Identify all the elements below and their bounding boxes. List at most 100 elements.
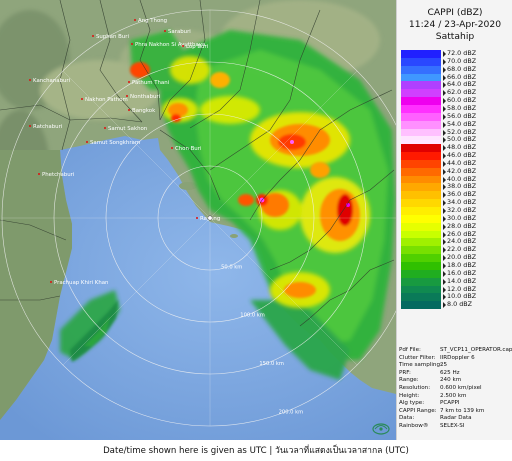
place-marker — [196, 217, 198, 219]
range-ring-labels: 50.0 km 100.0 km 150.0 km 200.0 km — [221, 264, 303, 415]
metadata-row: Rainbow® SELEX-SI — [399, 423, 465, 431]
legend-label: 10.0 dBZ — [447, 292, 477, 301]
legend-arrow-icon — [443, 247, 446, 254]
legend-arrow-icon — [443, 176, 446, 183]
radar-echoes — [60, 30, 395, 380]
legend-swatch — [401, 136, 441, 145]
legend-swatch — [401, 167, 441, 176]
legend-row: 34.0 dBZ — [401, 198, 509, 208]
legend-swatch — [401, 73, 441, 82]
legend-row: 64.0 dBZ — [401, 80, 509, 90]
legend-swatch — [401, 152, 441, 161]
metadata-row: Resolution: 0.600 km/pixel — [399, 385, 482, 393]
legend-row: 10.0 dBZ — [401, 292, 509, 302]
legend-row: 30.0 dBZ — [401, 213, 509, 223]
tmd-logo-icon — [372, 423, 390, 435]
legend-swatch — [401, 238, 441, 247]
metadata-key: Height: — [399, 392, 420, 399]
metadata-row: Height: 2.500 km — [399, 393, 466, 401]
legend-row: 52.0 dBZ — [401, 128, 509, 137]
place-marker — [29, 79, 31, 81]
legend-row: 22.0 dBZ — [401, 245, 509, 255]
legend-label: 72.0 dBZ — [447, 49, 477, 57]
place-marker — [164, 30, 166, 32]
metadata-row: Data: Radar Data — [399, 415, 472, 423]
legend-swatch — [401, 97, 441, 106]
legend-row: 32.0 dBZ — [401, 206, 509, 215]
legend-row: 58.0 dBZ — [401, 103, 509, 113]
legend-label: 22.0 dBZ — [447, 245, 477, 254]
legend-label: 70.0 dBZ — [447, 56, 477, 65]
legend-arrow-icon — [443, 231, 446, 238]
radial-lines — [2, 10, 396, 426]
legend-label: 62.0 dBZ — [447, 88, 477, 97]
metadata-row: PRF: 625 Hz — [399, 370, 460, 378]
legend-arrow-icon — [443, 145, 446, 152]
legend-swatch — [401, 183, 441, 192]
place-label: Samut Sakhon — [108, 126, 147, 132]
legend-label: 14.0 dBZ — [447, 276, 477, 285]
legend-label: 32.0 dBZ — [447, 206, 477, 214]
legend-arrow-icon — [443, 113, 446, 120]
legend-row: 46.0 dBZ — [401, 151, 509, 161]
legend-swatch — [401, 104, 441, 113]
place-marker — [81, 98, 83, 100]
metadata-key: CAPPI Range: — [399, 407, 437, 414]
metadata-key: Alg type: — [399, 400, 425, 407]
legend-swatch — [401, 112, 441, 121]
legend-arrow-icon — [443, 153, 446, 160]
legend-label: 42.0 dBZ — [447, 166, 477, 175]
legend-label: 20.0 dBZ — [447, 253, 477, 262]
legend-row: 72.0 dBZ — [401, 49, 509, 58]
place-label: Saraburi — [168, 29, 191, 35]
datetime-label: 11:24 / 23-Apr-2020 — [408, 19, 502, 30]
place-label: Suphan Buri — [96, 34, 129, 40]
legend-row: 68.0 dBZ — [401, 65, 509, 74]
legend-arrow-icon — [443, 286, 446, 293]
metadata-row: CAPPI Range: 7 km to 139 km — [399, 408, 484, 416]
place-marker — [29, 125, 31, 127]
metadata-value: 2.500 km — [440, 392, 467, 399]
footer-note: Date/time shown here is given as UTC | ว… — [0, 441, 512, 461]
metadata-key: Time sampling: — [399, 362, 442, 369]
place-label: Phetchaburi — [42, 172, 74, 178]
legend-row: 56.0 dBZ — [401, 112, 509, 121]
legend-row: 50.0 dBZ — [401, 135, 509, 145]
legend-swatch — [401, 222, 441, 231]
legend-arrow-icon — [443, 278, 446, 285]
legend-arrow-icon — [443, 129, 446, 136]
legend-label: 30.0 dBZ — [447, 213, 477, 222]
place-marker — [86, 141, 88, 143]
metadata-key: PRF: — [399, 369, 411, 376]
legend-arrow-icon — [443, 239, 446, 246]
legend-label: 8.0 dBZ — [447, 300, 473, 309]
legend-row: 60.0 dBZ — [401, 96, 509, 106]
legend-arrow-icon — [443, 184, 446, 191]
place-label: Prachuap Khiri Khan — [54, 280, 108, 286]
legend-arrow-icon — [443, 137, 446, 144]
legend-swatch — [401, 89, 441, 98]
product-title: CAPPI (dBZ) — [427, 7, 483, 18]
legend-arrow-icon — [443, 51, 446, 57]
legend-row: 38.0 dBZ — [401, 182, 509, 192]
legend-swatch — [401, 191, 441, 200]
legend-row: 62.0 dBZ — [401, 88, 509, 98]
place-label: Kanchanaburi — [33, 78, 70, 84]
place-marker — [38, 173, 40, 175]
metadata-row: Range: 240 km — [399, 377, 461, 385]
metadata-value: 7 km to 139 km — [440, 407, 485, 414]
legend-arrow-icon — [443, 160, 446, 167]
legend-row: 42.0 dBZ — [401, 166, 509, 176]
legend-row: 36.0 dBZ — [401, 190, 509, 200]
legend-row: 26.0 dBZ — [401, 230, 509, 239]
place-label: Samut Songkhram — [90, 140, 140, 146]
legend-swatch — [401, 269, 441, 278]
place-marker — [126, 95, 128, 97]
legend-arrow-icon — [443, 105, 446, 112]
legend-row: 18.0 dBZ — [401, 261, 509, 270]
legend-arrow-icon — [443, 215, 446, 222]
legend-label: 58.0 dBZ — [447, 103, 477, 112]
legend-arrow-icon — [443, 82, 446, 89]
